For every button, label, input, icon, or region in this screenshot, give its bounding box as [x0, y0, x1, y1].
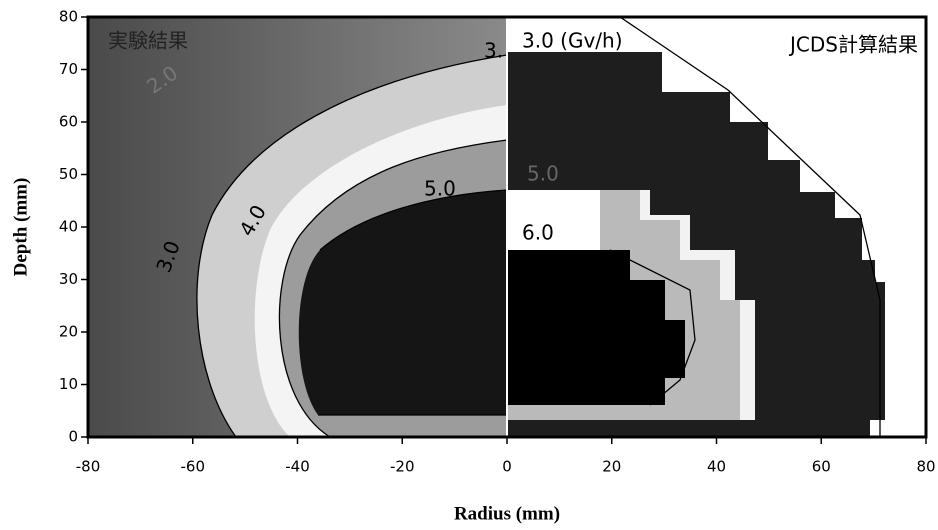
annotation: 6.0 [522, 221, 554, 245]
x-tick-label: -40 [285, 458, 310, 476]
x-tick-label: 20 [602, 458, 621, 476]
y-tick-label: 40 [59, 218, 78, 236]
x-tick-label: -20 [390, 458, 415, 476]
contour-line [318, 189, 508, 416]
contour-line [278, 139, 508, 437]
x-tick-label: -80 [76, 458, 101, 476]
contour-lines [196, 17, 881, 437]
annotation: JCDS計算結果 [788, 33, 918, 57]
heatmap [88, 17, 926, 437]
annotation: 5.0 [527, 162, 559, 186]
y-axis-title: Depth (mm) [10, 178, 31, 277]
x-tick-label: 80 [916, 458, 935, 476]
x-tick-label: 0 [502, 458, 512, 476]
y-tick-label: 20 [59, 323, 78, 341]
contour-line [196, 54, 508, 437]
y-tick-label: 10 [59, 375, 78, 393]
x-tick-label: 40 [707, 458, 726, 476]
annotation: 3. [484, 39, 503, 63]
y-tick-label: 30 [59, 270, 78, 288]
x-tick-label: -60 [181, 458, 206, 476]
annotation: 3.0 (Gv/h) [522, 29, 623, 53]
ticks: -80 -60 -40 -20 0 20 40 60 80 0 10 20 30 40 50 60 70 80 [59, 8, 936, 476]
y-tick-label: 50 [59, 165, 78, 183]
contour-line [609, 249, 696, 406]
x-axis-title: Radius (mm) [454, 503, 560, 524]
y-tick-label: 60 [59, 113, 78, 131]
contour-line [507, 17, 881, 437]
y-tick-label: 80 [59, 8, 78, 26]
annotation: 5.0 [424, 177, 456, 201]
x-tick-label: 60 [812, 458, 831, 476]
annotation: 実験結果 [108, 29, 188, 53]
y-tick-label: 70 [59, 60, 78, 78]
y-tick-label: 0 [68, 428, 78, 446]
